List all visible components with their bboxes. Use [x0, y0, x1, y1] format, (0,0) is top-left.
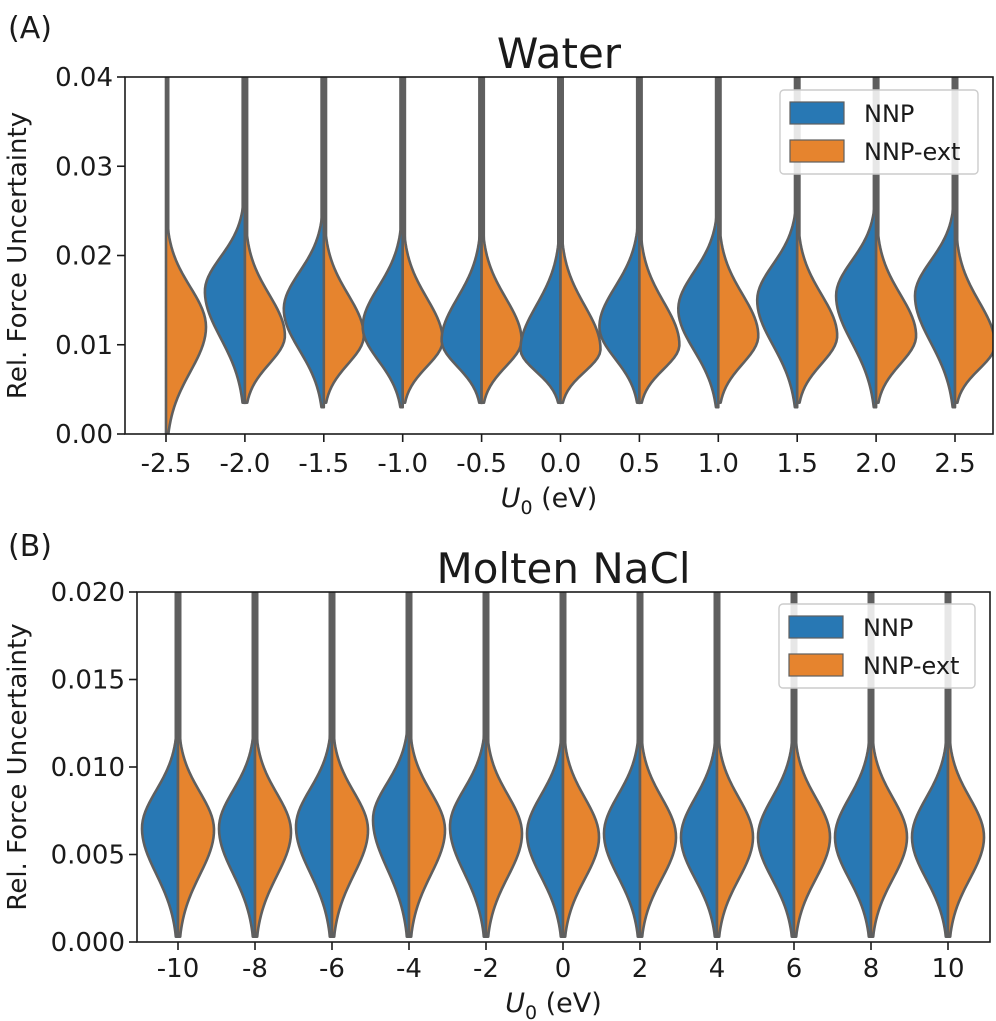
chart-title: Molten NaCl	[436, 544, 690, 593]
violin-nnp-ext--4	[407, 592, 447, 939]
y-tick-label: 0.010	[51, 753, 125, 783]
chart-panel-a: (A) Water 0.00 0.01 0.02 0.03 0.04 -2.5 -2.0 -1.5…	[3, 11, 994, 519]
x-tick-label: 0.5	[619, 449, 660, 479]
legend-label-nnp: NNP	[863, 614, 913, 642]
x-tick-label: -2.0	[220, 449, 271, 479]
x-tick-label: 4	[709, 954, 726, 984]
x-tick-label: 1.0	[698, 449, 739, 479]
violin-nnp-ext--6	[330, 592, 370, 939]
violin-nnp-ext-0.5	[638, 77, 681, 405]
violin-nnp-ext-2	[638, 592, 678, 939]
x-tick-label: 8	[863, 954, 880, 984]
x-tick-label: 2	[632, 954, 649, 984]
x-tick-label: 1.5	[777, 449, 818, 479]
violin-nnp-ext--1.5	[322, 77, 366, 405]
violin-nnp-ext--2.5	[164, 77, 208, 434]
legend-swatch-nnp-ext	[789, 139, 845, 163]
violin-nnp-ext--0.5	[480, 77, 523, 405]
violin-nnp-4	[679, 592, 719, 939]
violin-nnp-ext--10	[176, 592, 216, 939]
violin-nnp-ext--2	[484, 592, 524, 939]
violin-nnp--6	[294, 592, 334, 939]
x-tick-label: -1.5	[298, 449, 349, 479]
plot-area	[140, 592, 986, 939]
violin-nnp-ext-0.0	[559, 77, 602, 405]
legend-swatch-nnp-ext	[788, 653, 844, 677]
x-tick-label: 2.5	[934, 449, 975, 479]
y-axis-label: Rel. Force Uncertainty	[3, 623, 33, 910]
y-tick-label: 0.03	[55, 152, 113, 182]
x-tick-label: -4	[396, 954, 422, 984]
violin-nnp--10	[140, 592, 180, 939]
violin-nnp-ext--1.0	[401, 77, 444, 405]
violin-nnp--1.5	[282, 77, 326, 409]
x-tick-label: 10	[931, 954, 964, 984]
violin-nnp--2.0	[203, 77, 247, 405]
y-tick-label: 0.00	[55, 420, 113, 450]
y-tick-label: 0.015	[51, 666, 125, 696]
legend-label-nnp: NNP	[864, 100, 914, 128]
x-tick-label: 0.0	[540, 449, 581, 479]
x-axis-label: U0 (eV)	[505, 988, 602, 1021]
violin-nnp--1.0	[361, 77, 404, 409]
chart-title: Water	[497, 29, 622, 78]
y-tick-label: 0.005	[51, 841, 125, 871]
violin-nnp--4	[371, 592, 411, 939]
violin-nnp--2	[448, 592, 488, 939]
panel-label: (A)	[8, 11, 52, 46]
panel-label: (B)	[8, 529, 52, 564]
y-tick-label: 0.020	[51, 578, 125, 608]
legend-swatch-nnp	[788, 615, 844, 639]
x-tick-label: -10	[157, 954, 199, 984]
x-axis-label: U0 (eV)	[501, 483, 598, 519]
x-tick-label: -2	[473, 954, 499, 984]
plot-area	[164, 77, 993, 434]
legend: NNP NNP-ext	[778, 603, 976, 689]
violin-nnp-1.0	[677, 77, 720, 409]
violin-nnp-ext-0	[561, 592, 601, 939]
x-tick-label: -6	[319, 954, 345, 984]
violin-nnp-ext--8	[253, 592, 293, 939]
x-tick-label: 6	[786, 954, 803, 984]
x-tick-label: -1.0	[377, 449, 428, 479]
legend: NNP NNP-ext	[779, 89, 979, 175]
x-tick-label: -8	[242, 954, 268, 984]
x-tick-label: -0.5	[456, 449, 507, 479]
violin-nnp-ext-1.0	[717, 77, 760, 405]
x-tick-label: 2.0	[855, 449, 896, 479]
legend-label-nnp-ext: NNP-ext	[863, 652, 959, 680]
violin-nnp-0.5	[598, 77, 641, 405]
legend-label-nnp-ext: NNP-ext	[864, 138, 960, 166]
violin-nnp-ext--2.0	[243, 77, 287, 405]
chart-panel-b: (B) Molten NaCl 0.000 0.005 0.010 0.015 0.020 -…	[3, 529, 991, 1021]
x-tick-label: -2.5	[141, 449, 192, 479]
violin-nnp-0.0	[519, 77, 562, 405]
legend-swatch-nnp	[789, 101, 845, 125]
y-tick-label: 0.01	[55, 331, 113, 361]
violin-nnp-0	[525, 592, 565, 939]
y-tick-label: 0.000	[51, 928, 125, 958]
y-tick-label: 0.02	[55, 242, 113, 272]
y-tick-label: 0.04	[55, 63, 113, 93]
violin-nnp--0.5	[440, 77, 483, 405]
violin-nnp-2	[602, 592, 642, 939]
violin-nnp--8	[217, 592, 257, 939]
x-tick-label: 0	[555, 954, 572, 984]
y-axis-label: Rel. Force Uncertainty	[3, 112, 33, 399]
violin-nnp-ext-4	[715, 592, 755, 939]
